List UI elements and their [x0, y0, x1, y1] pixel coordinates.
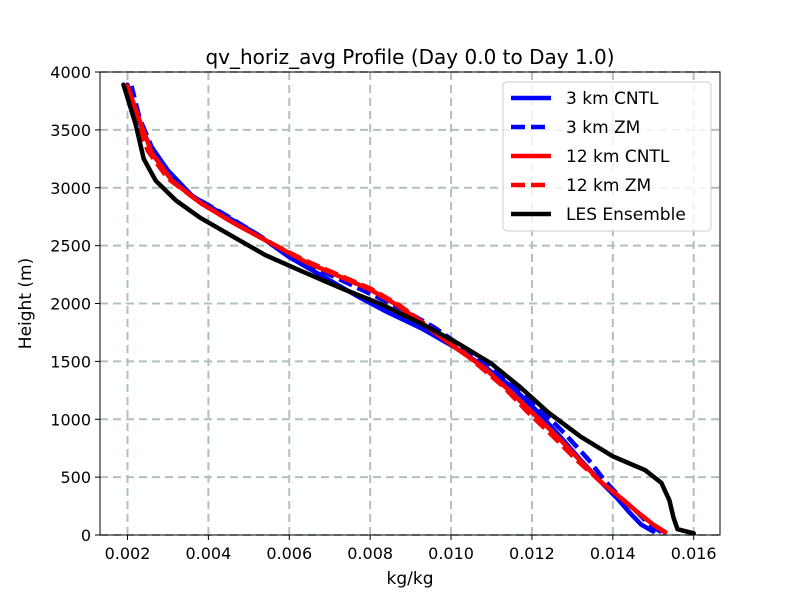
legend-box — [502, 81, 712, 232]
y-axis-label: Height (m) — [16, 258, 36, 349]
y-tick-label: 2000 — [50, 295, 91, 314]
legend: 3 km CNTL 3 km ZM 12 km CNTL 12 km ZM LES En… — [502, 81, 712, 232]
x-axis-label: kg/kg — [387, 569, 434, 589]
y-tick-label: 3000 — [50, 179, 91, 198]
x-tick-label: 0.014 — [590, 544, 636, 563]
legend-label-3: 12 km ZM — [566, 176, 651, 196]
x-tick-label: 0.010 — [428, 544, 474, 563]
chart-title: qv_horiz_avg Profile (Day 0.0 to Day 1.0… — [205, 45, 614, 69]
x-tick-label: 0.016 — [671, 544, 717, 563]
y-tick-label: 4000 — [50, 63, 91, 82]
x-tick-label: 0.008 — [347, 544, 393, 563]
legend-label-1: 3 km ZM — [566, 118, 640, 138]
y-tick-label: 2500 — [50, 237, 91, 256]
series-line-3 — [125, 85, 667, 535]
y-tick-label: 1500 — [50, 352, 91, 371]
y-tick-label: 3500 — [50, 121, 91, 140]
legend-label-0: 3 km CNTL — [566, 89, 659, 109]
x-tick-label: 0.004 — [185, 544, 231, 563]
y-tick-label: 0 — [81, 526, 91, 545]
y-tick-label: 1000 — [50, 410, 91, 429]
series-line-1 — [129, 85, 663, 535]
y-tick-label: 500 — [60, 468, 91, 487]
legend-label-4: LES Ensemble — [566, 205, 686, 225]
legend-label-2: 12 km CNTL — [566, 147, 670, 167]
x-tick-label: 0.002 — [105, 544, 151, 563]
series-line-4 — [121, 82, 696, 536]
x-tick-label: 0.006 — [266, 544, 312, 563]
series-lines — [121, 82, 696, 536]
axis-ticks: 0.002 0.004 0.006 0.008 0.010 0.012 0.014 0.016… — [50, 63, 716, 563]
x-tick-label: 0.012 — [509, 544, 555, 563]
